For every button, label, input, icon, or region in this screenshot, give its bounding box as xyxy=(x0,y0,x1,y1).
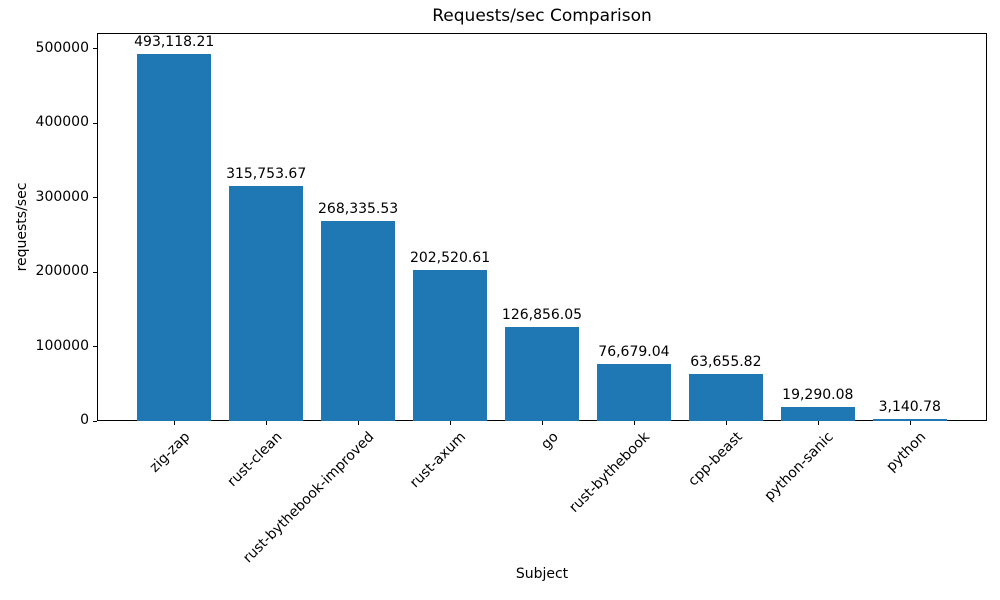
bar xyxy=(781,406,855,421)
chart-title: Requests/sec Comparison xyxy=(432,6,652,26)
bar xyxy=(689,373,763,421)
y-tick-label: 200000 xyxy=(35,263,89,280)
y-tick-label: 400000 xyxy=(35,114,89,131)
x-tick-label: rust-clean xyxy=(224,429,286,490)
bar xyxy=(229,186,303,421)
x-tick-label: cpp-beast xyxy=(684,429,746,490)
y-axis-label: requests/sec xyxy=(14,182,30,272)
y-tick xyxy=(93,271,97,273)
bar-value-label: 126,856.05 xyxy=(501,306,583,323)
x-tick xyxy=(174,421,176,425)
x-tick xyxy=(633,421,635,425)
x-tick-label: zig-zap xyxy=(146,429,194,476)
bar xyxy=(413,270,487,421)
x-tick xyxy=(725,421,727,425)
bar-value-label: 76,679.04 xyxy=(598,343,670,360)
x-tick-label: go xyxy=(537,429,562,453)
bar xyxy=(505,326,579,421)
x-tick xyxy=(450,421,452,425)
y-tick xyxy=(93,197,97,199)
bar-value-label: 3,140.78 xyxy=(878,398,941,415)
y-tick xyxy=(93,420,97,422)
bar-value-label: 268,335.53 xyxy=(318,201,399,218)
x-axis-label: Subject xyxy=(515,566,569,582)
bar xyxy=(321,221,395,421)
y-tick-label: 300000 xyxy=(35,188,89,205)
x-tick xyxy=(909,421,911,425)
y-tick-label: 0 xyxy=(80,412,89,428)
bar-value-label: 493,118.21 xyxy=(134,34,215,51)
x-tick-label: rust-axum xyxy=(407,429,470,492)
x-tick xyxy=(266,421,268,425)
x-tick-label: rust-bythebook xyxy=(566,429,654,516)
bar xyxy=(597,363,671,421)
y-tick-label: 500000 xyxy=(35,39,89,56)
y-tick xyxy=(93,48,97,50)
bar-value-label: 63,655.82 xyxy=(690,353,762,370)
x-tick-label: python xyxy=(883,429,930,475)
bar xyxy=(872,418,947,421)
x-tick-label: python-sanic xyxy=(761,429,838,505)
bar xyxy=(137,54,211,421)
x-tick xyxy=(817,421,819,425)
y-tick xyxy=(93,122,97,124)
x-tick xyxy=(358,421,360,425)
x-tick xyxy=(542,421,543,425)
bar-value-label: 315,753.67 xyxy=(226,166,307,183)
y-tick xyxy=(93,346,97,348)
y-tick-label: 100000 xyxy=(35,337,89,354)
bar-value-label: 19,290.08 xyxy=(782,386,854,403)
bar-value-label: 202,520.61 xyxy=(409,250,491,267)
